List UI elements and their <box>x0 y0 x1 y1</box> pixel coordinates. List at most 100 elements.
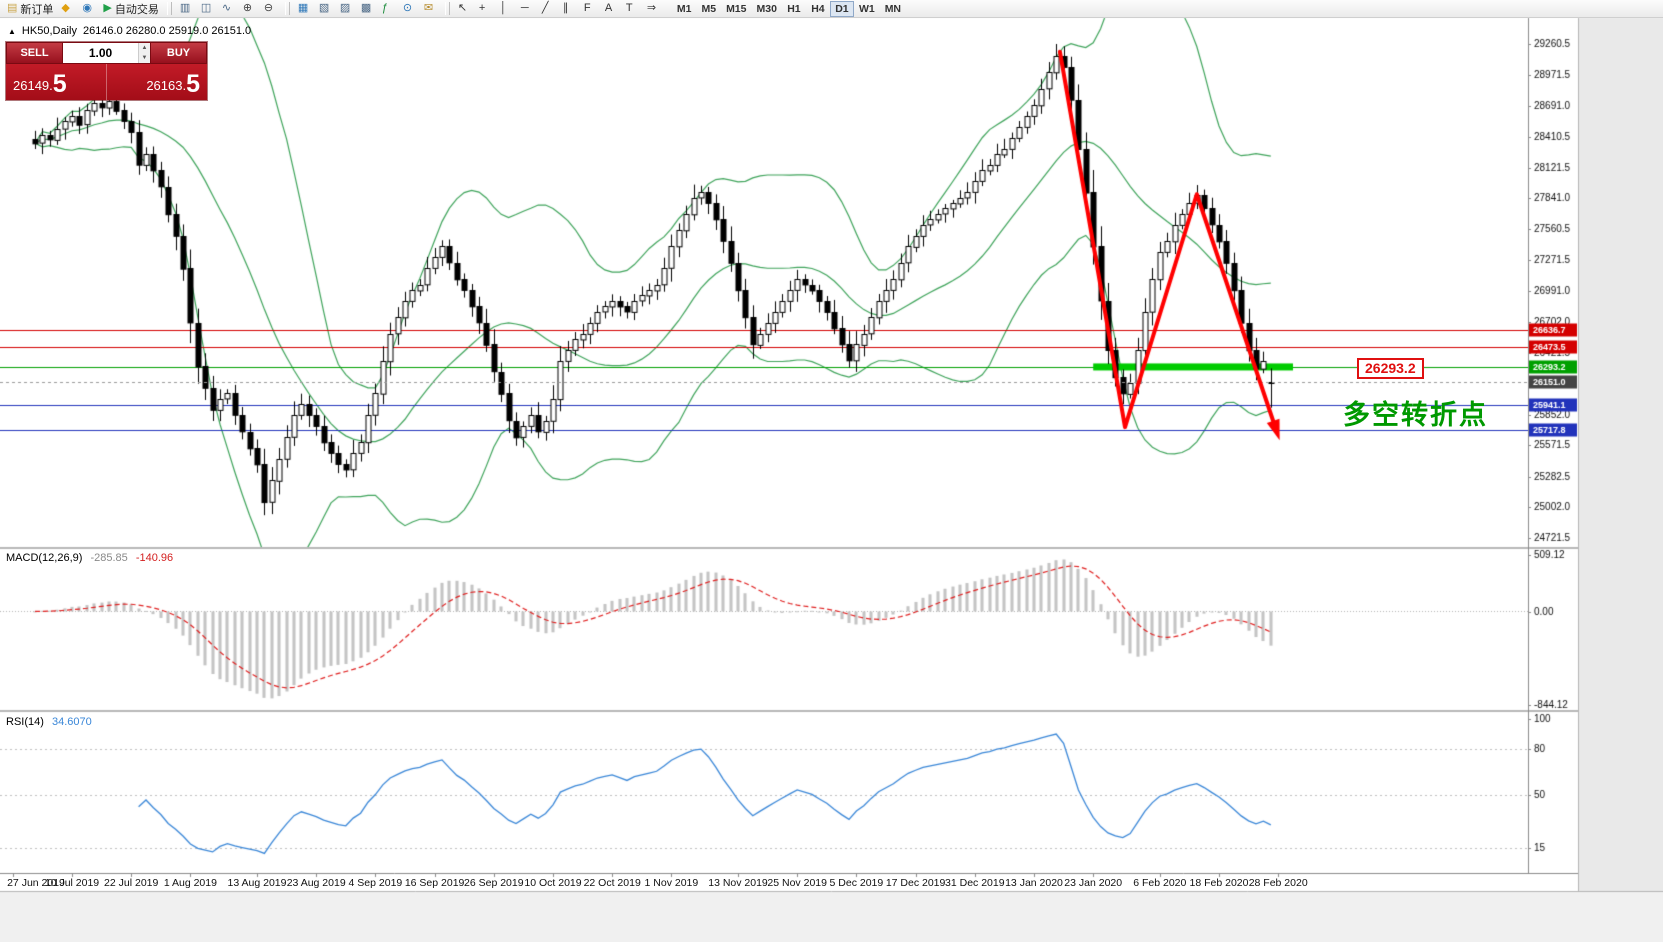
toolbar-periods-button[interactable]: ⊙ <box>399 1 420 17</box>
date-label: 13 Aug 2019 <box>227 877 287 889</box>
date-label: 18 Feb 2020 <box>1189 877 1249 889</box>
line-chart-icon: ∿ <box>221 2 232 14</box>
toolbar-navigator-button[interactable]: ▨ <box>336 1 357 17</box>
toolbar-terminal-button[interactable]: ▩ <box>357 1 378 17</box>
text-label-icon: T <box>625 2 633 14</box>
timeframe-d1-button[interactable]: D1 <box>829 0 854 17</box>
timeframe-toolbar: M1 M5 M15 M30 H1 H4 D1 W1 MN <box>672 0 906 17</box>
ask-price: 26163. 5 <box>106 64 207 100</box>
date-label: 13 Jan 2020 <box>1005 877 1063 889</box>
autotrading-icon: ▶ <box>103 2 112 14</box>
date-label: 28 Feb 2020 <box>1248 877 1308 889</box>
rsi-value: 34.6070 <box>51 716 92 728</box>
toolbar-tile-windows-button[interactable]: ▦ <box>294 1 315 17</box>
toolbar-fibonacci-button[interactable]: F <box>580 1 601 17</box>
date-label: 27 Jun 2019 <box>7 877 65 889</box>
timeframe-mn-button[interactable]: MN <box>880 1 906 17</box>
timeframe-h4-button[interactable]: H4 <box>806 1 830 17</box>
timeframe-m15-button[interactable]: M15 <box>721 1 751 17</box>
bid-price-base: 26149. <box>13 78 53 93</box>
date-label: 26 Sep 2019 <box>464 877 524 889</box>
one-click-trading-panel: SELL ▲ ▼ BUY 26149. 5 26163. 5 <box>6 42 207 100</box>
main-toolbar: ▤ 新订单 ◆ ◉ ▶ 自动交易 ▥ ◫ ∿ ⊕ ⊖ ▦ ▧ ▨ ▩ ƒ ⊙ ✉ ↖ + │ ─ ╱ ∥ F A T ⇒ M1 M5 M1… <box>0 0 1663 18</box>
toolbar-templates-button[interactable]: ✉ <box>420 1 441 17</box>
toolbar-arrows-button[interactable]: ⇒ <box>643 1 664 17</box>
buy-button[interactable]: BUY <box>150 42 207 64</box>
toolbar-cursor-button[interactable]: ↖ <box>454 1 475 17</box>
timeframe-m1-button[interactable]: M1 <box>672 1 697 17</box>
toolbar-crosshair-button[interactable]: + <box>475 1 496 17</box>
volume-down-button[interactable]: ▼ <box>139 53 150 63</box>
bar-chart-icon: ▥ <box>179 2 191 14</box>
toolbar-text-button[interactable]: A <box>601 1 622 17</box>
date-label: 6 Feb 2020 <box>1133 877 1187 889</box>
new-order-label: 新订单 <box>20 3 54 16</box>
horizontal-line-icon: ─ <box>520 2 529 14</box>
date-axis[interactable]: 27 Jun 2019 10 Jul 2019 22 Jul 2019 1 Aug 2… <box>0 875 1578 891</box>
date-label: 16 Sep 2019 <box>404 877 465 889</box>
cursor-icon: ↖ <box>457 2 468 14</box>
toolbar-mql5-community-button[interactable]: ◆ <box>57 1 78 17</box>
ask-price-big-digit: 5 <box>186 70 200 98</box>
date-label: 23 Jan 2020 <box>1064 877 1123 889</box>
timeframe-m30-button[interactable]: M30 <box>752 1 782 17</box>
date-label: 23 Aug 2019 <box>286 877 346 889</box>
new-order-icon: ▤ <box>7 2 18 14</box>
toolbar-separator <box>444 2 450 15</box>
turning-point-note: 多空转折点 <box>1343 400 1488 430</box>
mql5-community-icon: ◆ <box>61 2 70 14</box>
one-click-collapse-icon[interactable]: ▲ <box>8 26 16 36</box>
toolbar-indicators-button[interactable]: ƒ <box>378 1 399 17</box>
toolbar-new-order-button[interactable]: ▤ 新订单 <box>3 1 57 17</box>
terminal-icon: ▩ <box>360 2 372 14</box>
date-label: 1 Nov 2019 <box>644 877 699 889</box>
chart-title: ▲ HK50,Daily 26146.0 26280.0 25919.0 261… <box>8 25 251 37</box>
autotrading-label: 自动交易 <box>114 3 159 16</box>
date-label: 10 Oct 2019 <box>524 877 582 889</box>
toolbar-zoom-in-button[interactable]: ⊕ <box>239 1 260 17</box>
macd-main-value: -285.85 <box>90 552 128 564</box>
arrows-icon: ⇒ <box>646 2 657 14</box>
indicators-icon: ƒ <box>381 2 388 14</box>
timeframe-h1-button[interactable]: H1 <box>782 1 806 17</box>
toolbar-horizontal-line-button[interactable]: ─ <box>517 1 538 17</box>
timeframe-m5-button[interactable]: M5 <box>696 1 721 17</box>
vertical-line-icon: │ <box>499 2 507 14</box>
rsi-indicator-label: RSI(14) 34.6070 <box>6 716 92 728</box>
candlestick-chart-icon: ◫ <box>200 2 212 14</box>
date-label: 22 Oct 2019 <box>583 877 641 889</box>
toolbar-trendline-button[interactable]: ╱ <box>538 1 559 17</box>
toolbar-button-groups: ▤ 新订单 ◆ ◉ ▶ 自动交易 ▥ ◫ ∿ ⊕ ⊖ ▦ ▧ ▨ ▩ ƒ ⊙ ✉ ↖ + │ ─ ╱ ∥ F A T ⇒ <box>3 1 664 17</box>
date-label: 10 Jul 2019 <box>44 877 100 889</box>
volume-input[interactable] <box>63 43 138 63</box>
date-label: 4 Sep 2019 <box>348 877 403 889</box>
zoom-out-icon: ⊖ <box>263 2 274 14</box>
bid-price: 26149. 5 <box>6 64 106 100</box>
toolbar-market-watch-button[interactable]: ▧ <box>315 1 336 17</box>
macd-signal-value: -140.96 <box>135 552 174 564</box>
toolbar-autotrading-button[interactable]: ▶ 自动交易 <box>99 1 162 17</box>
toolbar-candlestick-chart-button[interactable]: ◫ <box>197 1 218 17</box>
toolbar-zoom-out-button[interactable]: ⊖ <box>260 1 281 17</box>
date-label: 1 Aug 2019 <box>163 877 217 889</box>
bid-ask-display: 26149. 5 26163. 5 <box>6 64 207 100</box>
toolbar-charts-profile-button[interactable]: ◉ <box>78 1 99 17</box>
date-label: 31 Dec 2019 <box>945 877 1005 889</box>
trendline-icon: ╱ <box>541 2 549 14</box>
templates-icon: ✉ <box>423 2 434 14</box>
periods-icon: ⊙ <box>402 2 413 14</box>
volume-up-button[interactable]: ▲ <box>139 43 150 53</box>
rsi-name: RSI(14) <box>6 716 44 728</box>
timeframe-w1-button[interactable]: W1 <box>854 1 880 17</box>
date-label: 5 Dec 2019 <box>829 877 884 889</box>
sell-button[interactable]: SELL <box>6 42 63 64</box>
toolbar-vertical-line-button[interactable]: │ <box>496 1 517 17</box>
toolbar-bar-chart-button[interactable]: ▥ <box>176 1 197 17</box>
toolbar-equidistant-channel-button[interactable]: ∥ <box>559 1 580 17</box>
toolbar-line-chart-button[interactable]: ∿ <box>218 1 239 17</box>
bid-price-big-digit: 5 <box>52 70 67 98</box>
navigator-icon: ▨ <box>339 2 351 14</box>
toolbar-text-label-button[interactable]: T <box>622 1 643 17</box>
